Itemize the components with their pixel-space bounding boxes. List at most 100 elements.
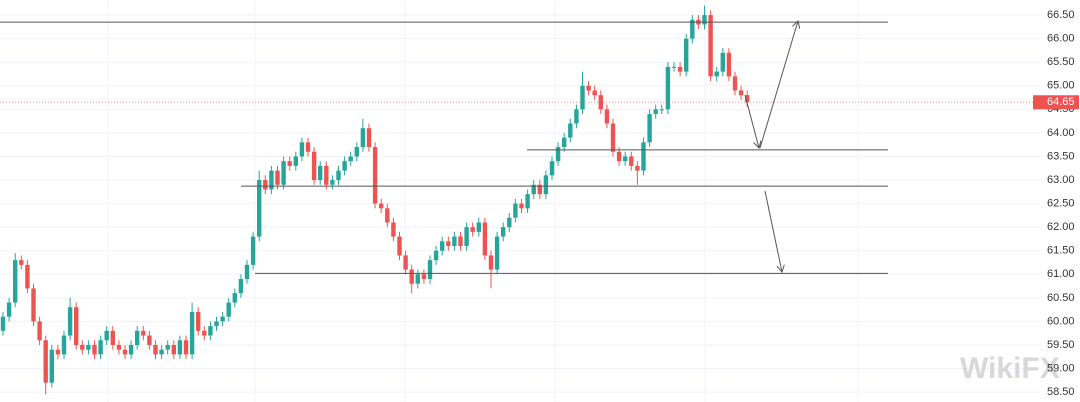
candle-body (122, 349, 128, 355)
candle-body (586, 85, 591, 91)
y-tick-label: 66.50 (1047, 9, 1075, 21)
candle-body (635, 165, 640, 171)
y-tick-label: 63.00 (1047, 174, 1075, 186)
y-tick-label: 65.50 (1047, 56, 1075, 68)
candle-body (104, 330, 109, 341)
candle-body (311, 151, 317, 181)
candle-body (549, 161, 555, 176)
y-tick-label: 62.00 (1047, 221, 1075, 233)
candle-body (159, 349, 164, 355)
candle-body (37, 321, 42, 341)
candle-body (720, 52, 725, 72)
candle-body (25, 264, 30, 289)
candle-body (257, 180, 262, 237)
arrow (764, 190, 782, 272)
candle-body (659, 109, 664, 111)
candle-body (464, 227, 469, 247)
candle-body (433, 250, 439, 261)
candle-body (531, 184, 536, 195)
candle-body (525, 194, 530, 209)
candle-body (745, 95, 750, 103)
candle-body (427, 260, 433, 279)
candle-body (116, 344, 122, 350)
candle-body (452, 236, 457, 247)
candle-body (0, 316, 6, 331)
y-tick-label: 60.00 (1047, 315, 1075, 327)
candle-body (543, 175, 549, 195)
candle-body (232, 293, 237, 303)
candle-body (403, 255, 408, 270)
candle-body (397, 236, 402, 256)
candle-body (580, 85, 585, 110)
candle-body (31, 288, 36, 322)
candle-body (623, 156, 628, 162)
candle-body (372, 147, 378, 204)
candle-body (690, 19, 695, 39)
candle-body (415, 274, 420, 284)
grid (0, 0, 1040, 402)
candle-body (476, 222, 481, 232)
candle-body (13, 260, 18, 303)
candle-body (738, 90, 744, 96)
candle-body (702, 15, 707, 25)
candle-body (610, 123, 616, 152)
levels (0, 21, 888, 274)
candle-body (61, 335, 67, 355)
candle-body (379, 203, 384, 209)
candle-body (171, 344, 176, 355)
candle-body (488, 255, 494, 270)
candle-body (629, 156, 634, 166)
candle-body (519, 203, 524, 209)
candle-body (653, 109, 658, 115)
y-axis: 58.50 59.00 59.50 60.00 60.50 61.00 61.50 62.00… (0, 9, 1079, 398)
candle-body (348, 156, 353, 162)
candle-body (342, 161, 347, 171)
candle-body (684, 38, 689, 72)
candle-body (275, 170, 280, 185)
y-tick-label: 66.00 (1047, 33, 1075, 45)
y-tick-label: 59.50 (1047, 339, 1075, 351)
candle-body (55, 349, 61, 355)
arrow (744, 94, 759, 148)
candle-body (592, 90, 597, 96)
candle-body (135, 330, 140, 345)
candle-body (616, 151, 622, 162)
candle-body (360, 128, 366, 148)
candle-body (165, 344, 170, 350)
candle-body (708, 15, 713, 77)
candle-body (238, 278, 244, 294)
candle-body (153, 344, 158, 355)
candle-body (336, 170, 341, 181)
candle-body (574, 109, 579, 124)
candle-body (141, 330, 146, 336)
candle-body (732, 76, 738, 91)
candle-body (726, 52, 732, 77)
candle-body (555, 147, 561, 162)
candle-body (110, 330, 115, 345)
candle-body (67, 307, 73, 336)
candle-body (183, 340, 189, 355)
candle-body (80, 344, 85, 350)
candle-body (507, 217, 512, 228)
y-tick-label: 59.00 (1047, 362, 1075, 374)
candle-body (43, 340, 48, 383)
candle-body (177, 340, 183, 355)
candle-body (671, 66, 677, 68)
candle-body (458, 236, 463, 247)
candle-body (281, 161, 286, 185)
y-tick-label: 58.50 (1047, 386, 1075, 398)
candle-body (305, 142, 311, 152)
candle-body (128, 344, 134, 355)
arrows (744, 21, 798, 272)
candle-body (391, 222, 396, 237)
candle-body (147, 335, 152, 345)
y-tick-label: 64.00 (1047, 127, 1075, 139)
y-tick-label: 65.00 (1047, 80, 1075, 92)
candle-body (665, 66, 671, 110)
candle-body (677, 66, 683, 72)
candle-body (263, 180, 268, 190)
y-tick-label: 61.00 (1047, 268, 1075, 280)
candle-body (287, 161, 292, 166)
candle-body (714, 71, 719, 77)
